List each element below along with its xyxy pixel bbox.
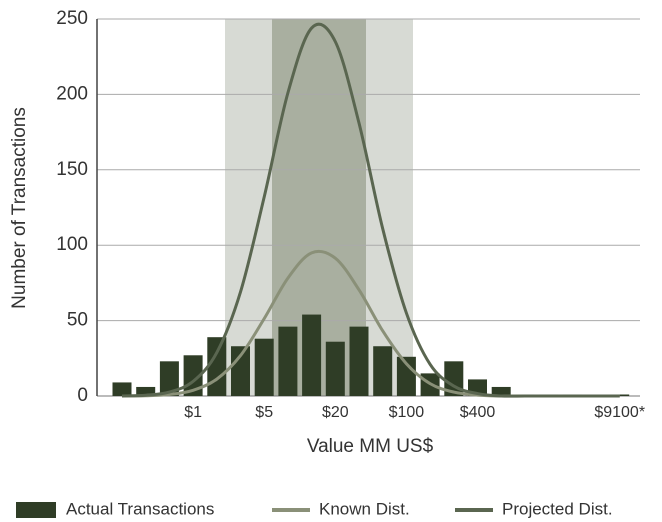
bar [231, 346, 250, 396]
legend-label: Actual Transactions [66, 499, 214, 518]
bar [491, 386, 511, 396]
y-tick-label: 0 [77, 385, 88, 406]
legend-swatch [16, 502, 56, 518]
bar [373, 346, 393, 396]
grid: 0 50 100 150 200 250 $1 $5 $20 $100 $400 $9100* [56, 8, 645, 421]
y-tick-label: 150 [56, 159, 88, 180]
y-tick-label: 50 [67, 310, 88, 331]
x-axis-label: Value MM US$ [307, 436, 434, 457]
bar [136, 386, 156, 396]
bar [112, 382, 132, 396]
bar [396, 356, 416, 396]
x-tick-label: $20 [322, 404, 349, 421]
x-tick-label: $100 [389, 404, 425, 421]
bar [254, 338, 274, 396]
legend-label: Known Dist. [319, 499, 410, 518]
legend: Actual Transactions Known Dist. Projected … [16, 499, 613, 518]
y-axis-label: Number of Transactions [9, 107, 30, 309]
bar [302, 314, 322, 396]
distribution-curve [121, 22, 620, 398]
y-tick-label: 100 [56, 234, 88, 255]
y-tick-label: 200 [56, 83, 88, 104]
bar [325, 341, 345, 396]
x-tick-label: $400 [460, 404, 496, 421]
bar [159, 361, 179, 396]
legend-label: Projected Dist. [502, 499, 613, 518]
x-tick-label: $9100* [594, 404, 645, 421]
marks [112, 22, 630, 398]
x-tick-label: $5 [255, 404, 273, 421]
x-tick-label: $1 [184, 404, 202, 421]
bar [278, 326, 298, 396]
bar [349, 326, 369, 396]
bar [207, 337, 227, 396]
y-tick-label: 250 [56, 8, 88, 29]
